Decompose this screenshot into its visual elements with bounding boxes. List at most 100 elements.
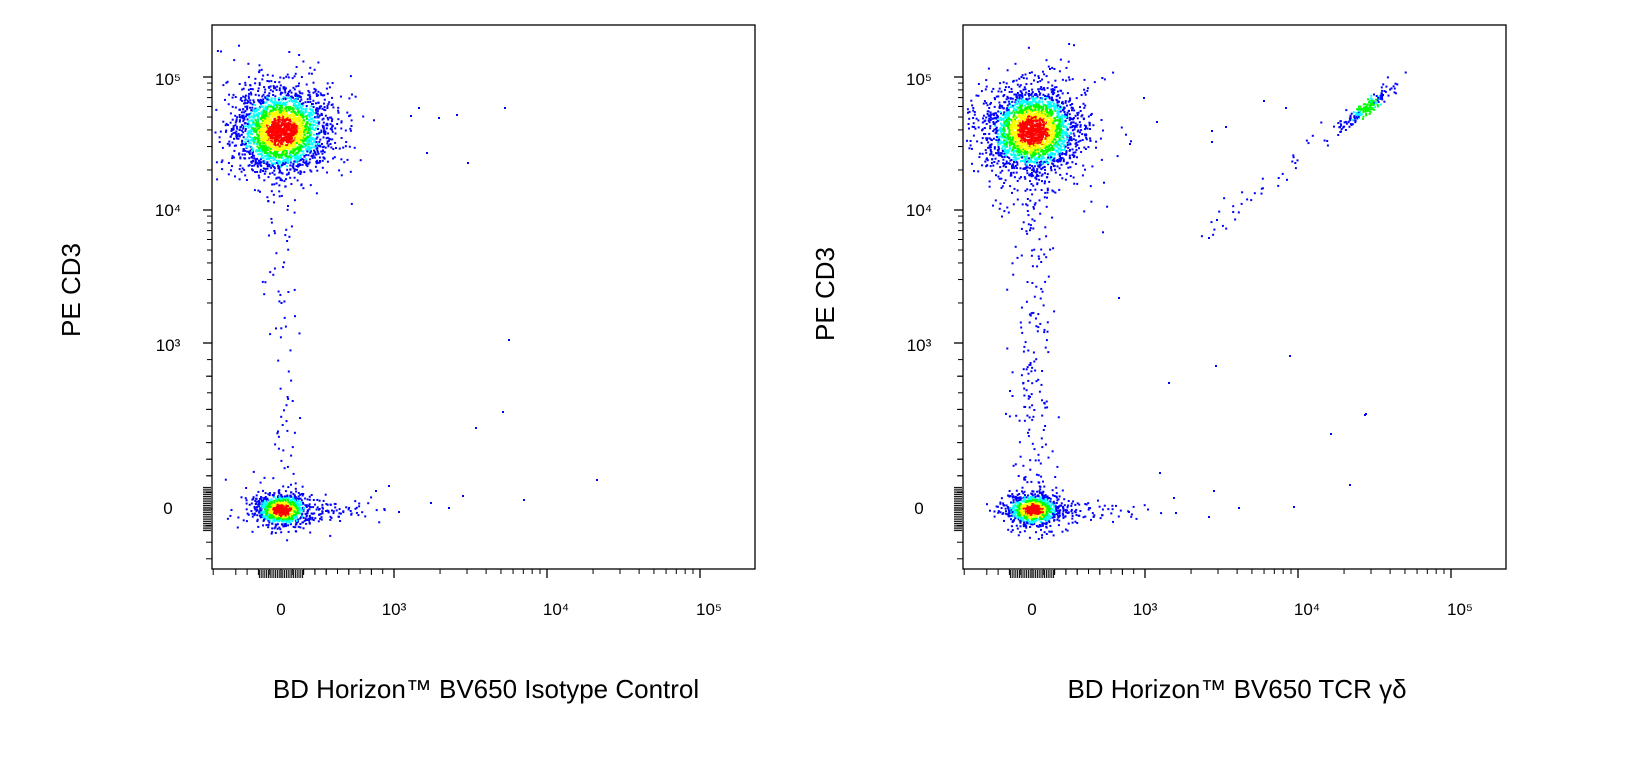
event-dot bbox=[308, 128, 310, 130]
event-dot bbox=[299, 173, 301, 175]
event-dot bbox=[244, 154, 246, 156]
event-dot bbox=[278, 436, 280, 438]
event-dot bbox=[303, 527, 305, 529]
event-dot bbox=[306, 515, 308, 517]
event-dot bbox=[323, 129, 325, 131]
event-dot bbox=[269, 126, 271, 128]
event-dot bbox=[1005, 86, 1007, 88]
event-dot bbox=[260, 496, 262, 498]
event-dot bbox=[262, 170, 264, 172]
event-dot bbox=[289, 90, 291, 92]
event-dot bbox=[977, 170, 979, 172]
event-dot bbox=[287, 209, 289, 211]
event-dot bbox=[1073, 44, 1075, 46]
event-dot bbox=[298, 120, 300, 122]
event-dot bbox=[258, 130, 260, 132]
event-dot bbox=[995, 174, 997, 176]
event-dot bbox=[289, 164, 291, 166]
event-dot bbox=[313, 499, 315, 501]
event-dot bbox=[276, 432, 278, 434]
event-dot bbox=[1038, 120, 1040, 122]
event-dot bbox=[330, 123, 332, 125]
event-dot bbox=[317, 113, 319, 115]
event-dot bbox=[289, 507, 291, 509]
event-dot bbox=[262, 146, 264, 148]
event-dot bbox=[271, 157, 273, 159]
event-dot bbox=[1048, 66, 1050, 68]
event-dot bbox=[282, 449, 284, 451]
event-dot bbox=[215, 109, 217, 111]
event-dot bbox=[297, 152, 299, 154]
event-dot bbox=[1025, 88, 1027, 90]
event-dot bbox=[234, 175, 236, 177]
event-dot bbox=[260, 113, 262, 115]
event-dot bbox=[275, 327, 277, 329]
event-dot bbox=[248, 97, 250, 99]
event-dot bbox=[351, 125, 353, 127]
event-dot bbox=[281, 164, 283, 166]
event-dot bbox=[272, 274, 274, 276]
event-dot bbox=[1010, 153, 1012, 155]
event-dot bbox=[1067, 92, 1069, 94]
event-dot bbox=[309, 499, 311, 501]
event-dot bbox=[266, 524, 268, 526]
event-dot bbox=[271, 184, 273, 186]
event-dot bbox=[1003, 139, 1005, 141]
event-dot bbox=[241, 115, 243, 117]
event-dot bbox=[288, 140, 290, 142]
event-dot bbox=[266, 138, 268, 140]
event-dot bbox=[287, 486, 289, 488]
event-dot bbox=[318, 520, 320, 522]
event-dot bbox=[260, 509, 262, 511]
event-dot bbox=[285, 326, 287, 328]
event-dot bbox=[1018, 78, 1020, 80]
event-dot bbox=[312, 139, 314, 141]
event-dot bbox=[1062, 79, 1064, 81]
event-dot bbox=[348, 97, 350, 99]
event-dot bbox=[276, 134, 278, 136]
event-dot bbox=[296, 123, 298, 125]
event-dot bbox=[293, 114, 295, 116]
event-dot bbox=[295, 85, 297, 87]
event-dot bbox=[1004, 89, 1006, 91]
event-dot bbox=[239, 126, 241, 128]
event-dot bbox=[216, 178, 218, 180]
event-dot bbox=[252, 513, 254, 515]
event-dot bbox=[228, 162, 230, 164]
event-dot bbox=[342, 511, 344, 513]
event-dot bbox=[317, 135, 319, 137]
event-dot bbox=[295, 491, 297, 493]
event-dot bbox=[349, 146, 351, 148]
event-dot bbox=[310, 105, 312, 107]
event-dot bbox=[1071, 121, 1073, 123]
event-dot bbox=[276, 130, 278, 132]
event-dot bbox=[275, 149, 277, 151]
event-dot bbox=[232, 106, 234, 108]
event-dot bbox=[267, 514, 269, 516]
event-dot bbox=[240, 97, 242, 99]
event-dot bbox=[312, 125, 314, 127]
event-dot bbox=[232, 119, 234, 121]
event-dot bbox=[342, 147, 344, 149]
event-dot bbox=[239, 114, 241, 116]
event-dot bbox=[263, 94, 265, 96]
event-dot bbox=[264, 518, 266, 520]
event-dot bbox=[326, 127, 328, 129]
event-dot bbox=[332, 148, 334, 150]
event-dot bbox=[986, 86, 988, 88]
event-dot bbox=[341, 137, 343, 139]
event-dot bbox=[320, 151, 322, 153]
event-dot bbox=[264, 89, 266, 91]
event-dot bbox=[596, 479, 598, 481]
event-dot bbox=[290, 349, 292, 351]
event-dot bbox=[316, 122, 318, 124]
event-dot bbox=[311, 494, 313, 496]
event-dot bbox=[293, 147, 295, 149]
event-dot bbox=[280, 460, 282, 462]
event-dot bbox=[257, 90, 259, 92]
event-dot bbox=[317, 125, 319, 127]
event-dot bbox=[299, 332, 301, 334]
event-dot bbox=[302, 161, 304, 163]
event-dot bbox=[1056, 144, 1058, 146]
event-dot bbox=[271, 190, 273, 192]
